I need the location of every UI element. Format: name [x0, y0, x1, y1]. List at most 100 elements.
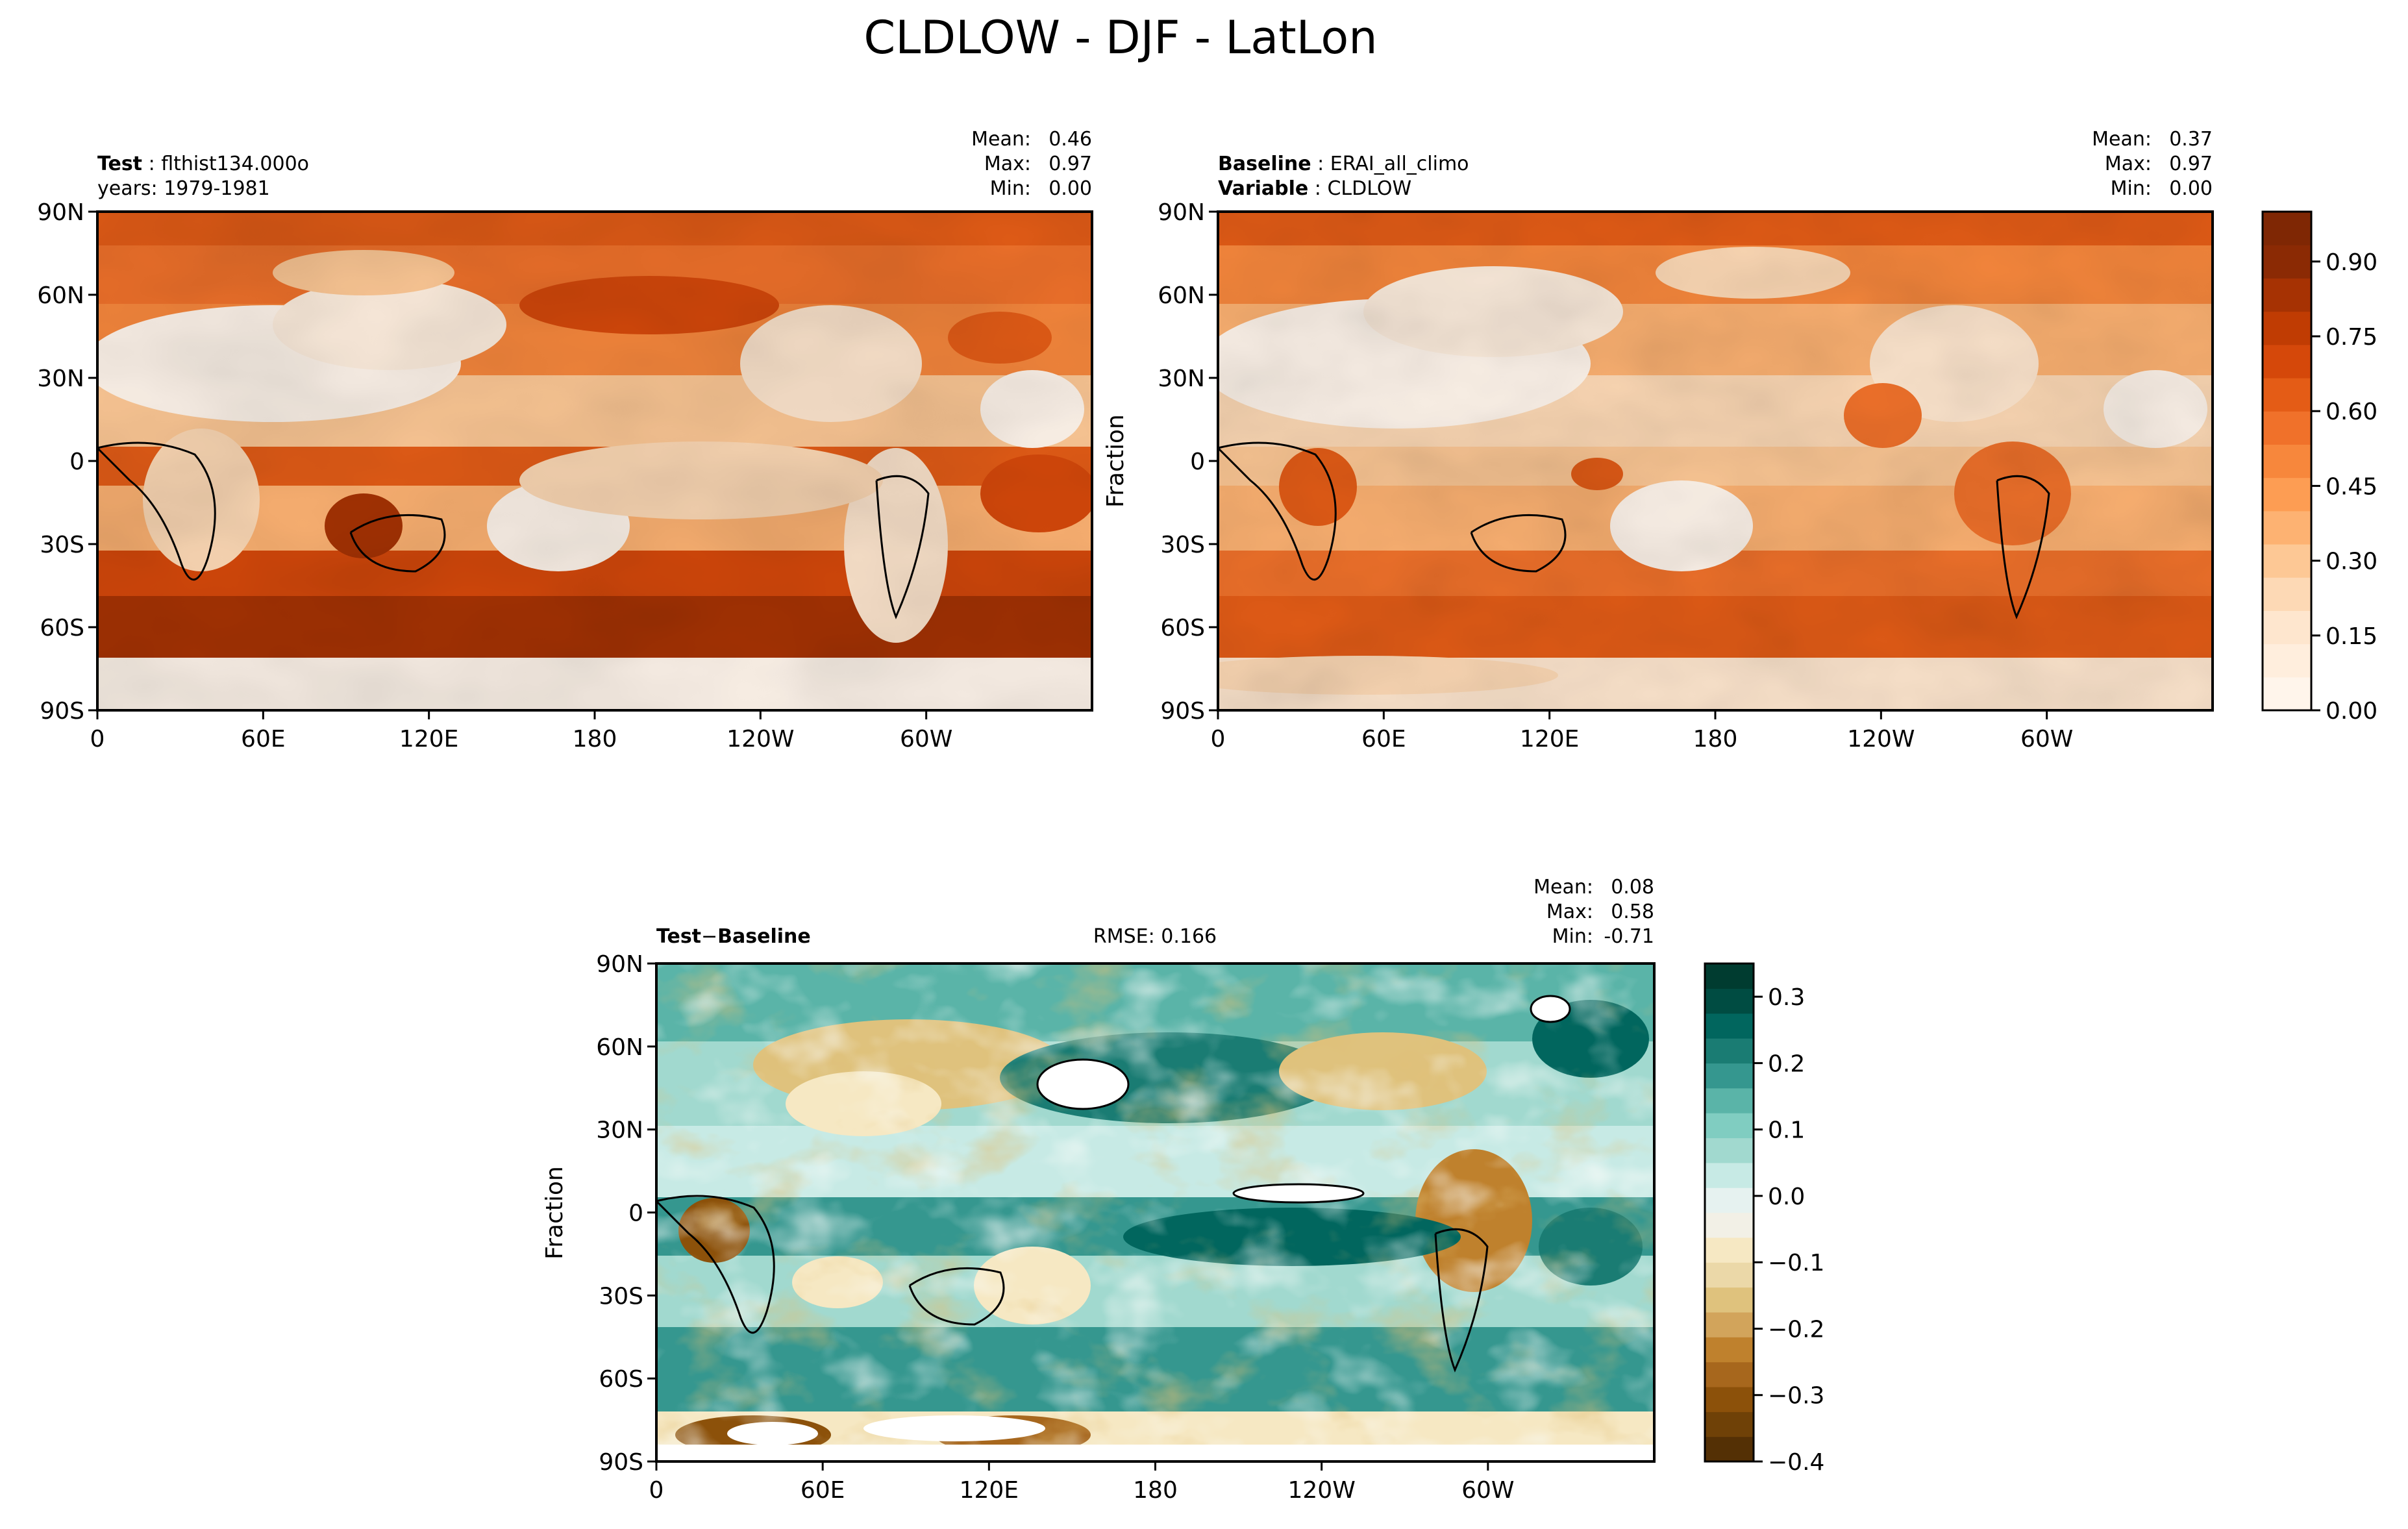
y-tick-label: 30N — [37, 366, 84, 392]
stat-value: 0.00 — [2169, 177, 2213, 200]
x-tick-label: 180 — [573, 726, 617, 752]
diff-op: − — [701, 925, 717, 948]
x-tick-label: 0 — [1211, 726, 1226, 752]
colorbar-tick-label: 0.2 — [1768, 1050, 1805, 1077]
stat-value: 0.37 — [2169, 128, 2213, 151]
y-tick-label: 60S — [1160, 615, 1205, 641]
x-tick-label: 60W — [1461, 1477, 1514, 1504]
colorbar-segment — [2263, 643, 2311, 678]
y-tick-label: 30S — [1160, 532, 1205, 558]
stat-label: Max: — [984, 153, 1031, 175]
diff-right: Baseline — [717, 925, 811, 948]
ylabel-baseline: Fraction — [1102, 414, 1129, 508]
colorbar-segment — [2263, 378, 2311, 412]
y-tick-label: 90N — [596, 951, 643, 978]
colorbar-segment — [2263, 212, 2311, 245]
colorbar-tick-label: 0.3 — [1768, 984, 1805, 1011]
panel-diff-header: Test−Baseline — [656, 925, 811, 948]
stat-label: Min: — [1552, 925, 1593, 948]
test-sep: : — [142, 153, 161, 175]
x-tick-label: 60W — [900, 726, 952, 752]
colorbar-tick-label: 0.15 — [2326, 623, 2377, 650]
stat-label: Min: — [2111, 177, 2152, 200]
y-tick-label: 60N — [1158, 282, 1205, 309]
diff-left: Test — [656, 925, 701, 948]
stat-label: Min: — [990, 177, 1031, 200]
colorbar-tick-label: −0.2 — [1768, 1316, 1824, 1343]
colorbar-segment — [1705, 1287, 1754, 1313]
panel-test-stats: Mean: 0.46 Max: 0.97 Min: 0.00 — [971, 128, 1092, 200]
coastlines — [96, 441, 2050, 1373]
variable-key: Variable — [1218, 177, 1308, 200]
y-tick-label: 90S — [1160, 698, 1205, 725]
colorbar-frame — [1704, 962, 1755, 1463]
stat-label: Mean: — [971, 128, 1031, 151]
x-tick-label: 60E — [801, 1477, 845, 1504]
panel-diff-stats: Mean: 0.08 Max: 0.58 Min: -0.71 — [1533, 876, 1654, 948]
variable-value: CLDLOW — [1327, 177, 1411, 200]
x-tick-label: 180 — [1133, 1477, 1178, 1504]
colorbar-segment — [2263, 577, 2311, 611]
colorbar-tick-label: −0.3 — [1768, 1383, 1824, 1410]
colorbar-tick-label: −0.1 — [1768, 1250, 1824, 1276]
colorbar-segment — [2263, 510, 2311, 545]
y-tick-label: 60N — [37, 282, 84, 309]
baseline-value: ERAI_all_climo — [1330, 153, 1469, 175]
stat-label: Mean: — [1533, 876, 1593, 899]
colorbar-segment — [1705, 1361, 1754, 1387]
colorbar-segment — [1705, 1212, 1754, 1238]
colorbar-segment — [2263, 477, 2311, 512]
y-tick-label: 90N — [37, 199, 84, 226]
colorbar-tick-label: 0.00 — [2326, 698, 2377, 725]
colorbar-frame — [2261, 210, 2313, 712]
colorbar-segment — [1705, 988, 1754, 1014]
panel-test-header-1: Test : flthist134.000o — [97, 153, 309, 175]
colorbar-segment — [1705, 1386, 1754, 1412]
y-tick-label: 90S — [40, 698, 84, 725]
y-tick-label: 0 — [69, 449, 84, 475]
colorbar-tick-label: 0.30 — [2326, 549, 2377, 575]
stat-value: 0.97 — [1049, 153, 1092, 175]
y-tick-label: 90N — [1158, 199, 1205, 226]
colorbar-tick-label: −0.4 — [1768, 1449, 1824, 1476]
x-tick-label: 120W — [726, 726, 794, 752]
figure-title: CLDLOW - DJF - LatLon — [863, 11, 1377, 64]
colorbar-tick-label: 0.1 — [1768, 1117, 1805, 1144]
colorbar-segment — [2263, 344, 2311, 379]
colorbar-segment — [1705, 1436, 1754, 1462]
test-key: Test — [97, 153, 142, 175]
colorbar-segment — [1705, 1113, 1754, 1139]
x-tick-label: 60E — [241, 726, 286, 752]
colorbar-tick-label: 0.90 — [2326, 249, 2377, 276]
x-tick-label: 120E — [399, 726, 458, 752]
y-tick-label: 30S — [599, 1283, 643, 1310]
y-tick-label: 30N — [1158, 366, 1205, 392]
colorbar-segment — [1705, 1337, 1754, 1363]
x-tick-label: 120W — [1288, 1477, 1356, 1504]
colorbar-tick-label: 0.75 — [2326, 324, 2377, 351]
colorbar-segment — [1705, 1088, 1754, 1113]
colorbar-segment — [2263, 544, 2311, 578]
colorbar-segment — [1705, 1411, 1754, 1437]
colorbar-segment — [2263, 245, 2311, 279]
panel-baseline-header-2: Variable : CLDLOW — [1218, 177, 1411, 200]
variable-sep: : — [1308, 177, 1327, 200]
x-tick-label: 60W — [2020, 726, 2073, 752]
colorbar-segment — [1705, 1237, 1754, 1263]
colorbar-segment — [2263, 311, 2311, 345]
y-tick-label: 60S — [599, 1366, 643, 1393]
colorbar-segment — [1705, 1013, 1754, 1039]
x-tick-label: 120W — [1847, 726, 1915, 752]
colorbar-segment — [2263, 610, 2311, 645]
y-tick-label: 60S — [40, 615, 84, 641]
panel-baseline-stats: Mean: 0.37 Max: 0.97 Min: 0.00 — [2092, 128, 2213, 200]
y-tick-label: 0 — [628, 1200, 643, 1227]
heatmap-test — [97, 212, 1092, 710]
rmse-value: RMSE: 0.166 — [1093, 925, 1217, 948]
y-tick-label: 60N — [596, 1034, 643, 1061]
stat-label: Max: — [2105, 153, 2152, 175]
baseline-key: Baseline — [1218, 153, 1311, 175]
colorbar-segment — [1705, 1262, 1754, 1288]
